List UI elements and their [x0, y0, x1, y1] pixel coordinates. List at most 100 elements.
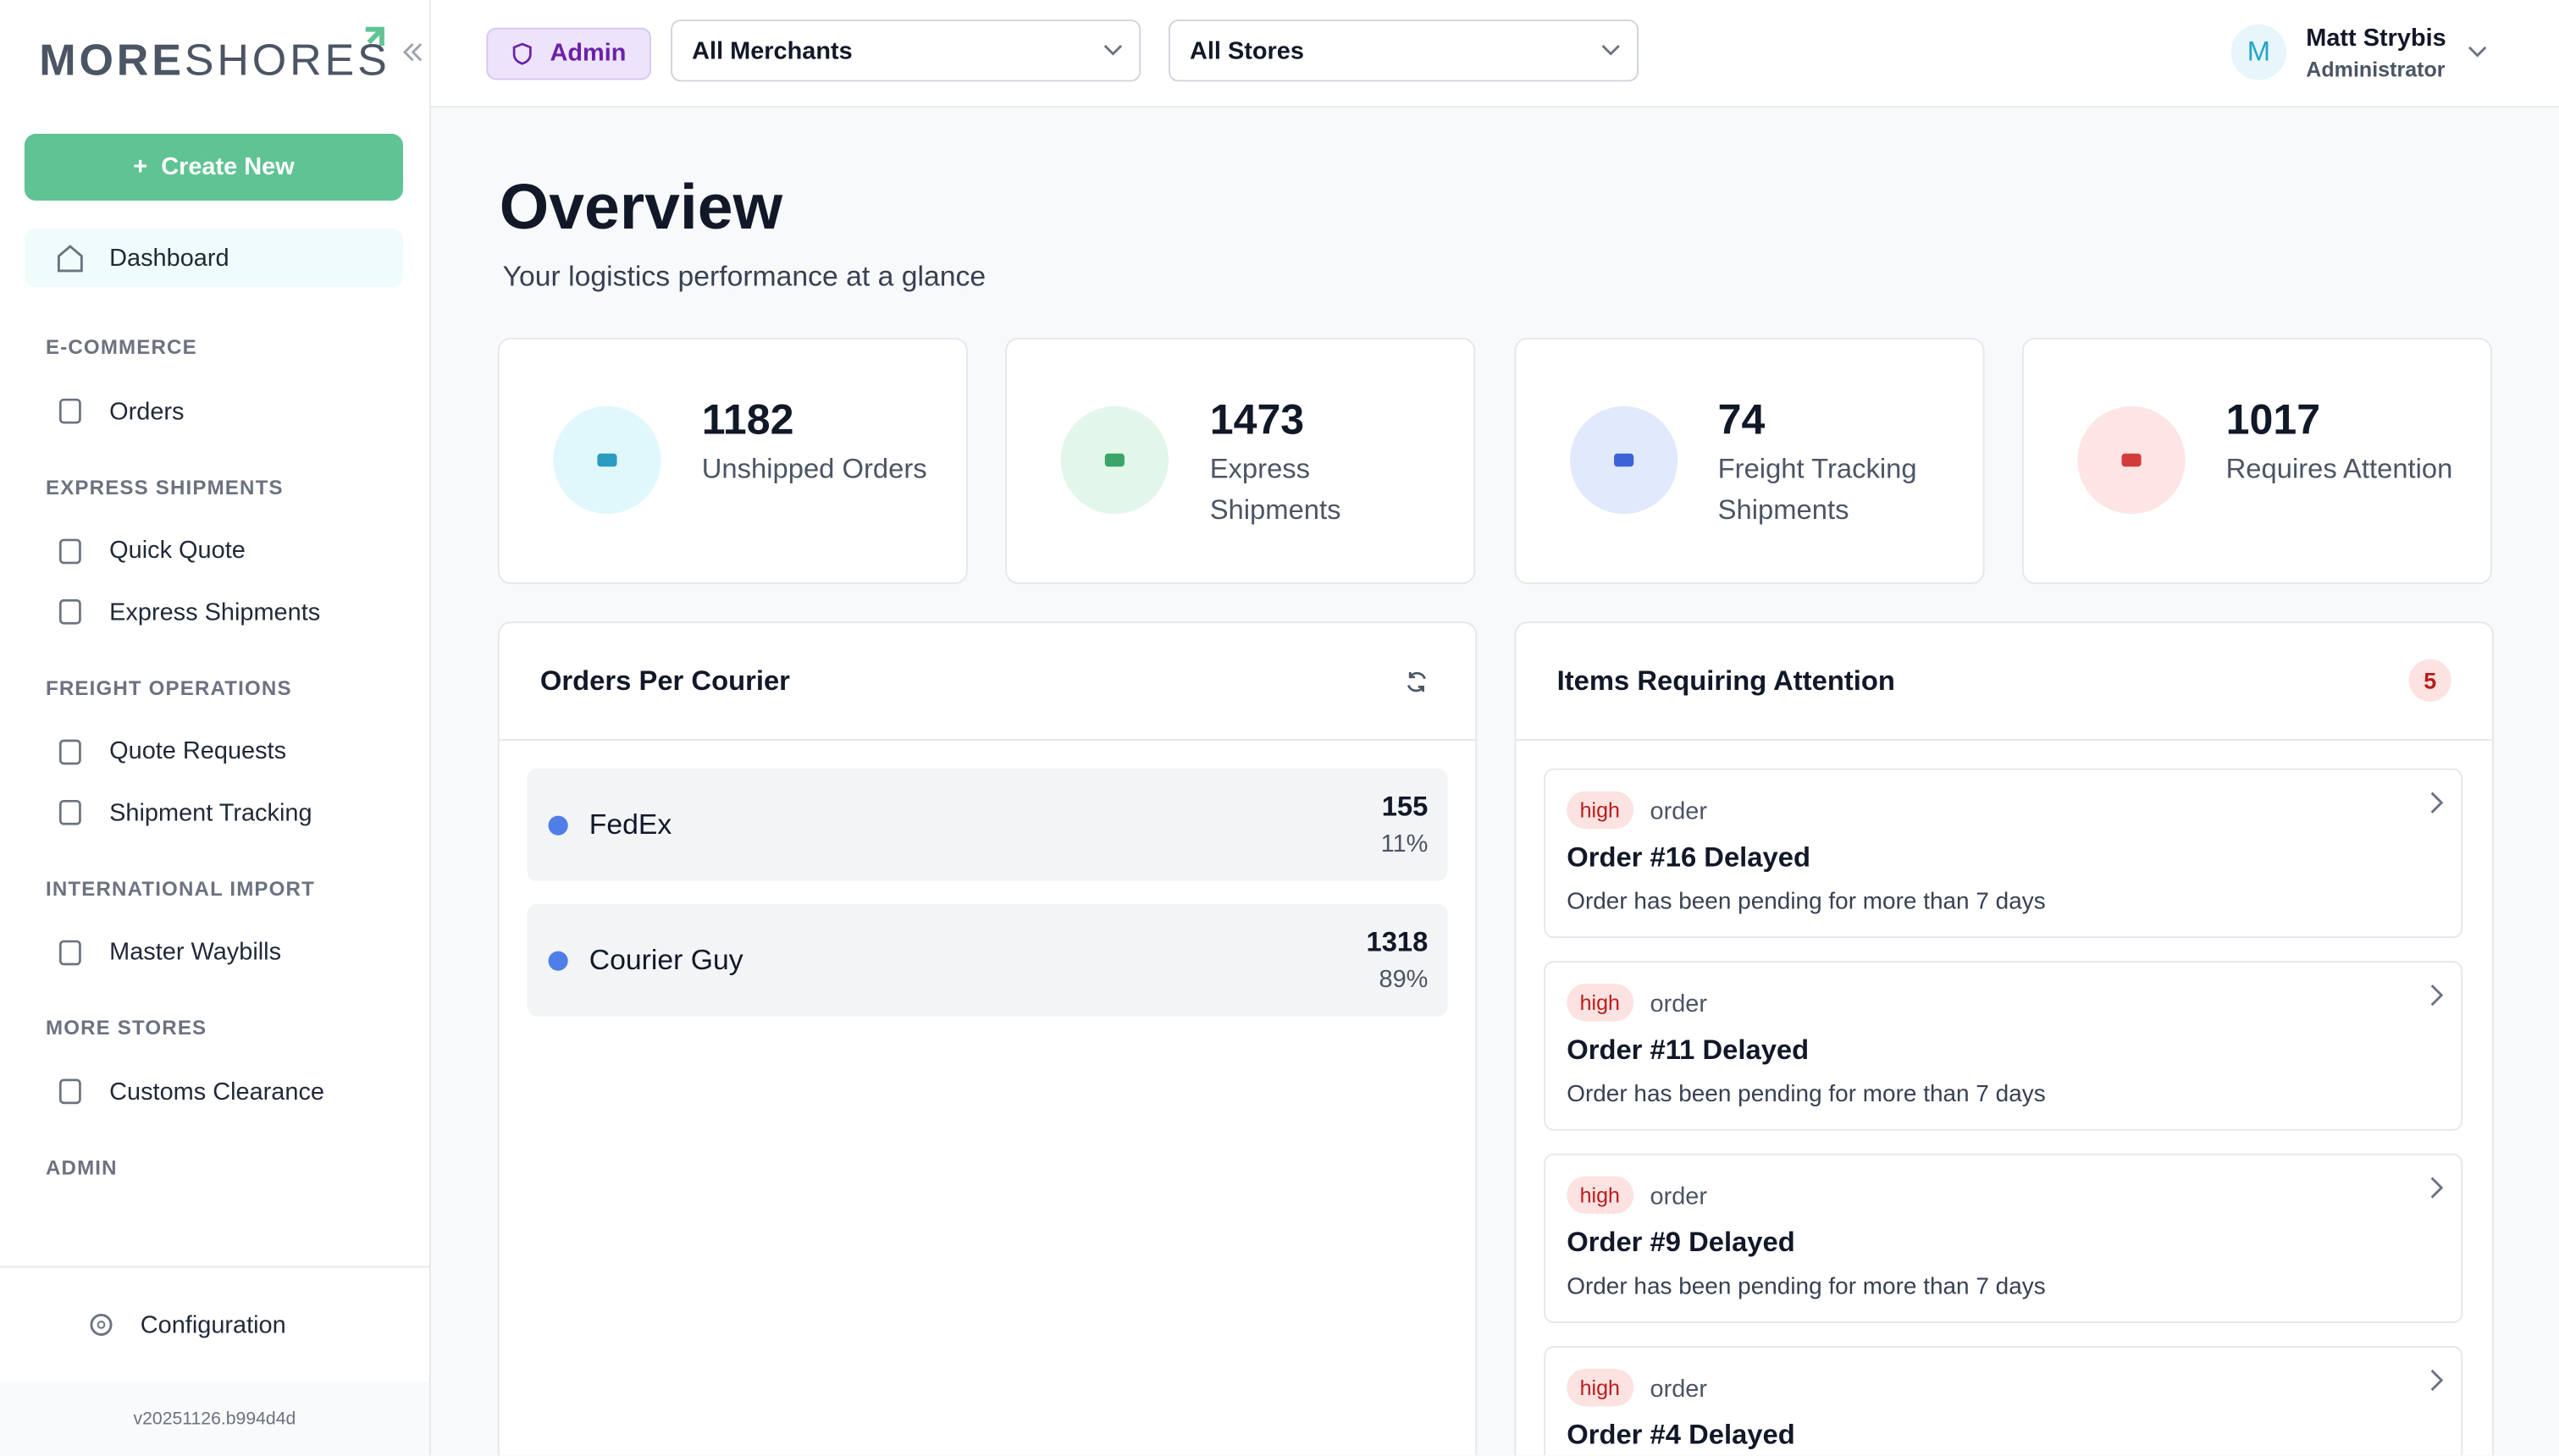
nav-icon — [58, 939, 81, 965]
chevron-icon — [2430, 1177, 2444, 1199]
create-label: Create New — [161, 153, 295, 181]
courier-row: Courier Guy 1318 89% — [527, 903, 1448, 1017]
sidebar-footer: Configuration v20251126.b994d4d — [0, 1266, 429, 1456]
nav-icon — [58, 598, 81, 625]
courier-name: FedEx — [589, 808, 672, 841]
stat-icon — [1569, 405, 1677, 515]
nav-item[interactable]: Configuration — [85, 1295, 379, 1354]
stat-icon — [2077, 405, 2186, 515]
item-kind: order — [1650, 1375, 1708, 1404]
nav-item[interactable]: Express Shipments — [25, 582, 403, 641]
home-icon — [57, 245, 83, 273]
nav-item[interactable]: Shipment Tracking — [25, 783, 403, 841]
attention-item[interactable]: high order Order #4 Delayed — [1544, 1346, 2463, 1456]
priority-pill: high — [1567, 791, 1633, 830]
chevron — [1103, 44, 1123, 56]
attention-card: Items Requiring Attention 5 high order Ord… — [1514, 621, 2494, 1456]
merchant-select[interactable]: All Merchants — [671, 19, 1141, 82]
page-title: Overview — [499, 173, 783, 244]
item-kind: order — [1650, 1183, 1708, 1211]
chevron-icon — [2430, 791, 2444, 813]
stat-card: 1017 Requires Attention — [2021, 337, 2492, 584]
attention-item[interactable]: high order Order #11 Delayed Order has been… — [1544, 961, 2463, 1131]
page-subtitle: Your logistics performance at a glance — [502, 259, 987, 292]
courier-dot — [548, 951, 568, 971]
chevron-icon — [2430, 984, 2444, 1007]
gear-icon — [90, 1313, 113, 1336]
create-button[interactable]: + Create New — [24, 134, 404, 201]
nav-section-title: EXPRESS SHIPMENTS — [45, 475, 284, 499]
icon — [597, 453, 617, 467]
badge-label: Admin — [550, 39, 627, 68]
priority-pill: high — [1567, 984, 1633, 1022]
stat-card: 1182 Unshipped Orders — [497, 337, 968, 584]
select-label: All Stores — [1190, 36, 1304, 65]
collapse-icon[interactable] — [401, 41, 424, 63]
divider — [499, 739, 1476, 741]
nav-label: Customs Clearance — [109, 1077, 324, 1106]
select-label: All Merchants — [692, 36, 853, 65]
logo-arrow — [365, 26, 384, 46]
nav-section-title: E-COMMERCE — [45, 336, 197, 360]
item-title: Order #4 Delayed — [1567, 1419, 1795, 1451]
user-name: Matt Strybis — [2306, 24, 2446, 52]
courier-share: 11% — [1380, 830, 1429, 858]
stat-label: Express Shipments — [1209, 453, 1341, 526]
version: v20251126.b994d4d — [0, 1382, 429, 1456]
nav-label: Quote Requests — [109, 737, 287, 765]
chevron — [2429, 982, 2445, 1016]
nav-icon — [58, 799, 81, 825]
stat-label: Freight Tracking Shipments — [1717, 453, 1917, 526]
nav-label: Dashboard — [109, 244, 229, 272]
stat-value: 1017 — [2225, 394, 2321, 444]
nav-item[interactable]: Customs Clearance — [25, 1062, 403, 1121]
stat-value: 74 — [1717, 394, 1766, 444]
stat-label: Unshipped Orders — [701, 453, 927, 485]
item-kind: order — [1650, 990, 1708, 1018]
nav-label: Master Waybills — [109, 938, 282, 966]
nav-label: Express Shipments — [109, 598, 321, 626]
user-menu-chevron[interactable] — [2468, 46, 2487, 58]
courier-share: 89% — [1379, 965, 1429, 994]
refresh-icon[interactable] — [1403, 669, 1429, 695]
logo-part: MORE — [39, 36, 185, 85]
divider — [1516, 739, 2492, 741]
stat-icon — [553, 405, 661, 515]
courier-count: 155 — [1381, 791, 1429, 823]
logo-part: SHORES — [184, 36, 390, 85]
item-description: Order has been pending for more than 7 d… — [1567, 889, 2046, 916]
avatar[interactable]: M — [2230, 24, 2287, 80]
priority-pill: high — [1567, 1369, 1633, 1407]
nav-item[interactable]: Master Waybills — [25, 923, 403, 981]
store-select[interactable]: All Stores — [1168, 19, 1639, 82]
nav-label: Quick Quote — [109, 537, 246, 565]
item-title: Order #11 Delayed — [1567, 1034, 1810, 1066]
sidebar: MORESHORES + Create New Dashboard E-COMM… — [0, 0, 431, 1456]
icon — [2121, 453, 2142, 467]
item-description: Order has been pending for more than 7 d… — [1567, 1274, 2046, 1301]
courier-card: Orders Per Courier FedEx 155 11% Courier Gu… — [497, 621, 1478, 1456]
attention-item[interactable]: high order Order #16 Delayed Order has been… — [1544, 768, 2463, 939]
stat-label: Requires Attention — [2225, 453, 2453, 485]
attention-item[interactable]: high order Order #9 Delayed Order has been … — [1544, 1153, 2463, 1324]
item-description: Order has been pending for more than 7 d… — [1567, 1081, 2046, 1108]
nav-icon — [58, 1078, 81, 1105]
nav-icon — [58, 398, 81, 424]
nav-section-title: INTERNATIONAL IMPORT — [45, 876, 315, 900]
nav-item[interactable]: Quick Quote — [25, 521, 403, 580]
logo[interactable]: MORESHORES — [39, 36, 390, 86]
stat-icon — [1061, 405, 1169, 515]
nav-icon — [58, 538, 81, 564]
courier-count: 1318 — [1366, 926, 1429, 958]
nav-item[interactable]: Orders — [25, 382, 403, 440]
nav-item[interactable]: Quote Requests — [25, 722, 403, 780]
stat-value: 1182 — [701, 394, 794, 444]
nav-item[interactable]: Dashboard — [24, 228, 404, 288]
nav-label: Orders — [109, 397, 185, 426]
stat-value: 1473 — [1209, 394, 1305, 444]
nav-section-title: ADMIN — [45, 1155, 118, 1179]
card-title: Items Requiring Attention — [1556, 665, 1895, 697]
